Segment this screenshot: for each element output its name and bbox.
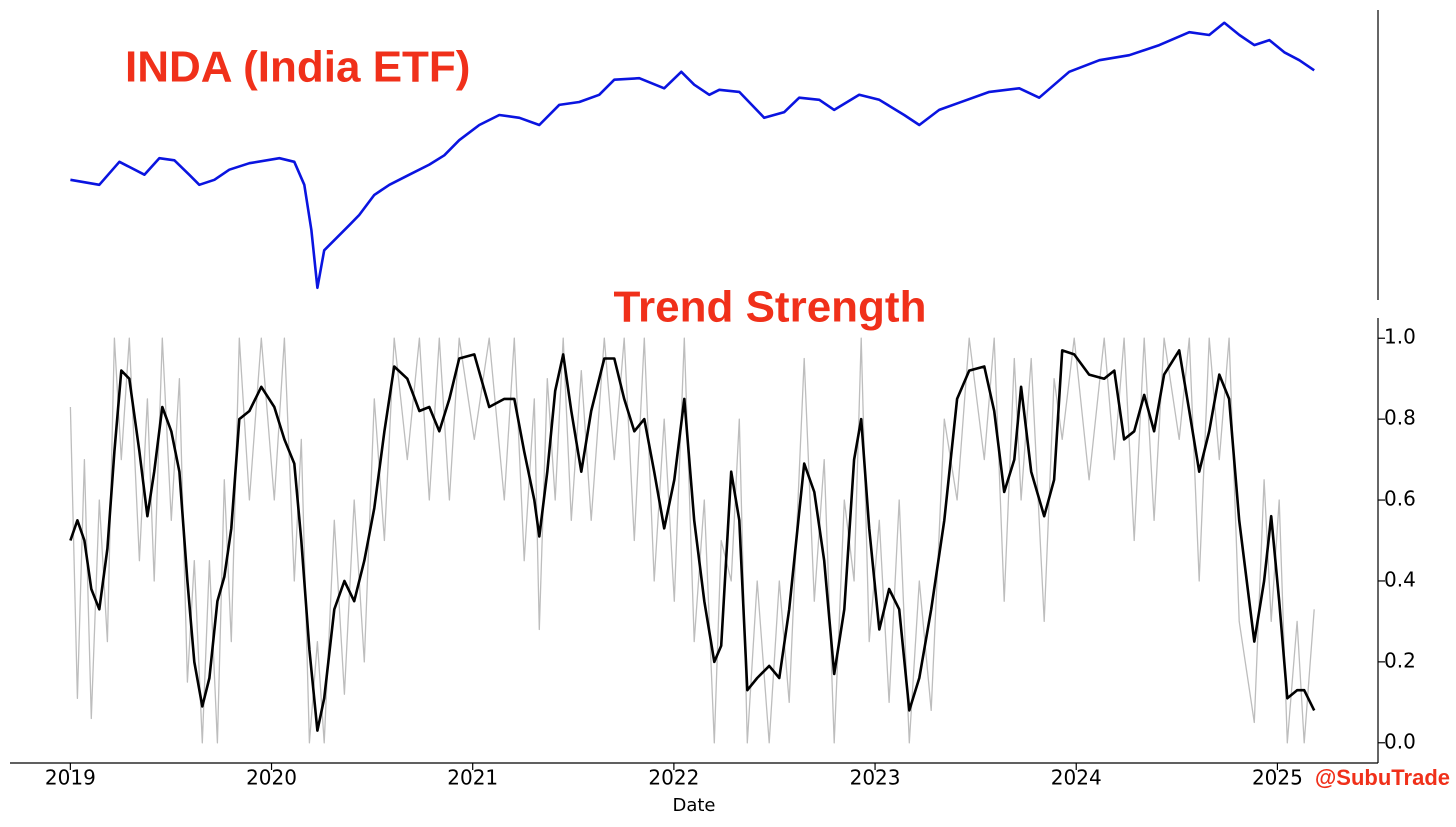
x-tick-label: 2024 bbox=[1051, 766, 1102, 790]
series-line bbox=[69, 337, 1315, 744]
y-tick-label: 1.0 bbox=[1384, 325, 1416, 349]
bottom-title: Trend Strength bbox=[614, 283, 927, 332]
y-tick-label: 0.4 bbox=[1384, 567, 1416, 591]
x-tick-label: 2019 bbox=[45, 766, 96, 790]
series-line bbox=[69, 349, 1316, 732]
y-tick-label: 0.0 bbox=[1384, 729, 1416, 753]
top-title: INDA (India ETF) bbox=[125, 43, 470, 92]
x-tick-label: 2020 bbox=[246, 766, 297, 790]
x-axis-label: Date bbox=[672, 795, 715, 816]
x-tick-label: 2022 bbox=[648, 766, 699, 790]
y-tick-label: 0.2 bbox=[1384, 648, 1416, 672]
series-line bbox=[70, 21, 1315, 290]
y-tick-label: 0.8 bbox=[1384, 406, 1416, 430]
x-tick-label: 2025 bbox=[1252, 766, 1303, 790]
y-tick-label: 0.6 bbox=[1384, 487, 1416, 511]
x-tick-label: 2023 bbox=[850, 766, 901, 790]
watermark: @SubuTrade bbox=[1315, 765, 1450, 790]
x-tick-label: 2021 bbox=[447, 766, 498, 790]
